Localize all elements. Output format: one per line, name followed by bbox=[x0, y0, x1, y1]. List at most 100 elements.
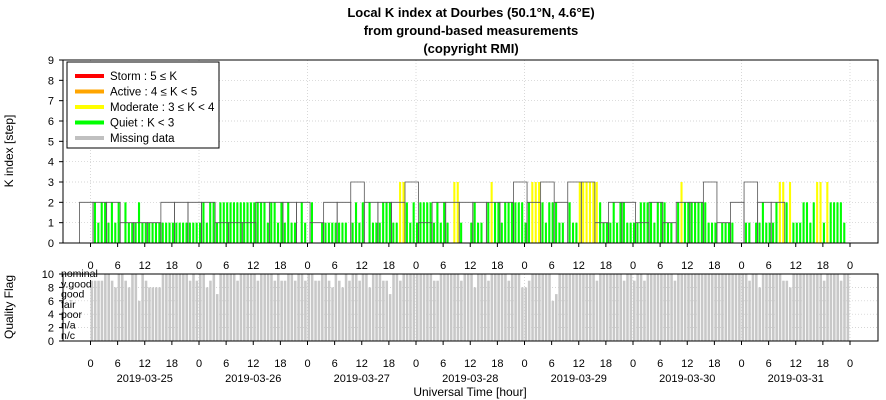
k-bar bbox=[168, 222, 171, 243]
q-bar bbox=[788, 287, 792, 341]
q-x-tick-label: 6 bbox=[440, 358, 446, 370]
q-x-tick-label: 6 bbox=[115, 358, 121, 370]
q-bar bbox=[578, 274, 582, 341]
k-bar bbox=[114, 222, 117, 243]
k-bar bbox=[690, 202, 693, 243]
k-bar bbox=[619, 202, 622, 243]
q-bar bbox=[273, 280, 277, 341]
q-bar bbox=[531, 274, 534, 341]
q-bar bbox=[429, 274, 433, 341]
k-bar bbox=[558, 222, 561, 243]
q-bar bbox=[402, 274, 405, 341]
q-bar bbox=[439, 274, 443, 341]
q-bar bbox=[470, 274, 473, 341]
q-bar bbox=[514, 274, 517, 341]
k-bar bbox=[456, 182, 459, 243]
q-bar bbox=[755, 274, 758, 341]
q-bar bbox=[809, 274, 812, 341]
k-y-tick-label: 7 bbox=[48, 96, 54, 108]
k-bar bbox=[578, 182, 581, 243]
k-y-tick-label: 5 bbox=[48, 136, 54, 148]
k-bar bbox=[710, 222, 714, 243]
k-bar bbox=[148, 222, 151, 243]
k-x-tick-label: 12 bbox=[790, 260, 802, 272]
q-bar bbox=[361, 274, 365, 341]
q-bar bbox=[466, 274, 470, 341]
q-bar bbox=[527, 280, 531, 341]
k-bar bbox=[629, 222, 632, 243]
k-bar bbox=[636, 222, 639, 243]
q-bar bbox=[422, 274, 426, 341]
q-bar bbox=[178, 274, 182, 341]
k-bar bbox=[761, 202, 764, 243]
q-bar bbox=[232, 274, 236, 341]
k-bar bbox=[649, 202, 653, 243]
k-x-tick-label: 0 bbox=[196, 260, 202, 272]
k-bar bbox=[744, 222, 747, 243]
q-bar bbox=[802, 274, 806, 341]
q-bar bbox=[195, 280, 199, 341]
k-bar bbox=[822, 222, 825, 243]
k-bar bbox=[755, 222, 758, 243]
k-x-tick-label: 0 bbox=[304, 260, 310, 272]
q-date-labels: 2019-03-25 2019-03-26 2019-03-27 2019-03-28… bbox=[117, 373, 824, 385]
k-x-tick-label: 0 bbox=[738, 260, 744, 272]
q-bar bbox=[100, 280, 104, 341]
q-bar bbox=[212, 274, 216, 341]
k-bar bbox=[585, 182, 588, 243]
k-bar bbox=[209, 202, 212, 243]
k-bar bbox=[368, 202, 371, 243]
k-bar bbox=[212, 202, 215, 243]
q-y-axis-label: Quality Flag bbox=[2, 275, 16, 339]
k-forecast-block bbox=[770, 201, 786, 243]
k-y-tick-label: 1 bbox=[48, 218, 54, 230]
q-x-tick-label: 0 bbox=[413, 358, 419, 370]
k-bar bbox=[843, 222, 846, 243]
q-bar bbox=[382, 280, 385, 341]
q-bar bbox=[307, 274, 311, 341]
q-bar bbox=[371, 274, 375, 341]
q-bar bbox=[399, 280, 402, 341]
q-bar bbox=[127, 287, 131, 341]
k-bar bbox=[551, 202, 554, 243]
q-bar bbox=[158, 287, 161, 341]
k-bar bbox=[527, 202, 530, 243]
k-bar bbox=[548, 202, 551, 243]
q-bar bbox=[188, 280, 192, 341]
q-bar bbox=[331, 287, 334, 341]
k-forecast-block bbox=[404, 181, 419, 243]
q-bar bbox=[215, 294, 219, 341]
k-bar bbox=[833, 202, 836, 243]
k-x-tick-label: 18 bbox=[708, 260, 720, 272]
q-x-ticks: 0 6 12 18 0 6 12 18 0 6 12 18 0 6 12 18 0 6 12 18 0 6 12 18 0 6 12… bbox=[87, 341, 853, 370]
k-bar bbox=[283, 222, 286, 243]
q-bar bbox=[683, 274, 687, 341]
q-date-label: 2019-03-27 bbox=[334, 373, 390, 385]
k-bar bbox=[300, 202, 303, 243]
k-bar bbox=[341, 222, 344, 243]
k-bar bbox=[531, 182, 534, 243]
k-bar bbox=[538, 182, 541, 243]
k-bar bbox=[487, 202, 490, 243]
k-bar bbox=[809, 222, 812, 243]
k-x-tick-label: 0 bbox=[847, 260, 853, 272]
k-x-tick-label: 6 bbox=[332, 260, 338, 272]
q-bar bbox=[185, 274, 188, 341]
legend-items: Storm : 5 ≤ K Active : 4 ≤ K < 5 Moderate … bbox=[75, 71, 215, 145]
legend-label: Quiet : K < 3 bbox=[110, 118, 174, 130]
q-bar bbox=[622, 280, 626, 341]
q-bar bbox=[300, 274, 304, 341]
k-bar bbox=[358, 222, 361, 243]
q-bar bbox=[575, 274, 578, 341]
q-bar bbox=[558, 274, 561, 341]
q-x-tick-label: 0 bbox=[630, 358, 636, 370]
q-bar bbox=[395, 274, 399, 341]
q-bar bbox=[592, 274, 595, 341]
k-bar bbox=[399, 182, 402, 243]
k-bar bbox=[683, 202, 686, 243]
q-bar bbox=[500, 274, 504, 341]
q-date-label: 2019-03-29 bbox=[551, 373, 607, 385]
k-x-tick-label: 6 bbox=[115, 260, 121, 272]
k-bar bbox=[792, 222, 795, 243]
k-bar bbox=[158, 222, 161, 243]
